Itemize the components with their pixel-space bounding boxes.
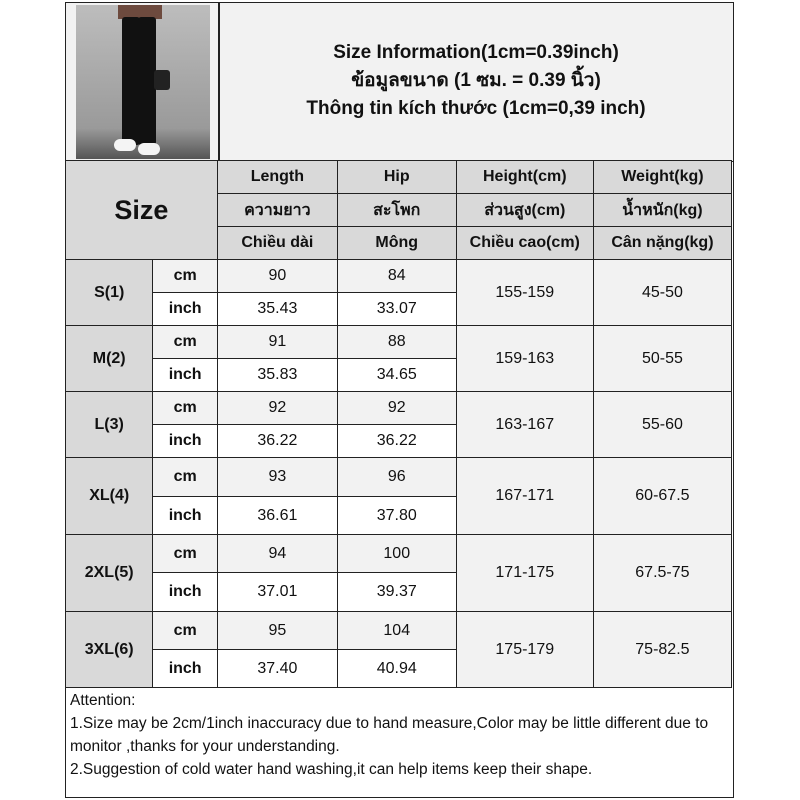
length-cm: 92	[216, 391, 338, 425]
weight-range: 60-67.5	[592, 457, 733, 535]
column-header: Hip	[336, 160, 457, 194]
chart-title: Size Information(1cm=0.39inch) ข้อมูลขนา…	[219, 39, 733, 123]
hip-inch: 34.65	[336, 358, 457, 392]
column-header: Cân nặng(kg)	[592, 226, 733, 260]
column-header: Chiều dài	[216, 226, 338, 260]
length-inch: 37.01	[216, 572, 338, 612]
unit-label: inch	[152, 496, 218, 535]
unit-label: cm	[152, 325, 218, 359]
hip-inch: 37.80	[336, 496, 457, 535]
length-inch: 35.43	[216, 292, 338, 326]
unit-label: inch	[152, 649, 218, 688]
weight-range: 67.5-75	[592, 534, 733, 612]
length-inch: 37.40	[216, 649, 338, 688]
weight-range: 55-60	[592, 391, 733, 458]
unit-label: inch	[152, 292, 218, 326]
column-header: Chiều cao(cm)	[455, 226, 594, 260]
height-range: 159-163	[455, 325, 594, 392]
hip-cm: 104	[336, 611, 457, 650]
column-header: ความยาว	[216, 193, 338, 227]
attention-note-2: 2.Suggestion of cold water hand washing,…	[70, 761, 593, 778]
size-chart: Size Information(1cm=0.39inch) ข้อมูลขนา…	[64, 2, 734, 798]
column-header: Height(cm)	[455, 160, 594, 194]
size-header: Size	[65, 160, 218, 260]
column-header: Weight(kg)	[592, 160, 733, 194]
size-label: M(2)	[64, 325, 154, 392]
hip-cm: 88	[336, 325, 457, 359]
attention-notes: Attention: 1.Size may be 2cm/1inch inacc…	[70, 689, 729, 781]
hip-inch: 40.94	[336, 649, 457, 688]
column-header: Mông	[336, 226, 457, 260]
height-range: 155-159	[455, 259, 594, 326]
column-header: น้ำหนัก(kg)	[592, 193, 733, 227]
height-range: 175-179	[455, 611, 594, 688]
unit-label: cm	[152, 611, 218, 650]
hip-cm: 84	[336, 259, 457, 293]
length-cm: 91	[216, 325, 338, 359]
weight-range: 50-55	[592, 325, 733, 392]
length-cm: 95	[216, 611, 338, 650]
length-inch: 35.83	[216, 358, 338, 392]
size-label: XL(4)	[64, 457, 154, 535]
size-label: 3XL(6)	[64, 611, 154, 688]
title-vietnamese: Thông tin kích thước (1cm=0,39 inch)	[306, 98, 646, 119]
unit-label: cm	[152, 534, 218, 573]
length-cm: 93	[216, 457, 338, 497]
hip-inch: 33.07	[336, 292, 457, 326]
unit-label: inch	[152, 358, 218, 392]
unit-label: inch	[152, 424, 218, 458]
column-header: Length	[216, 160, 338, 194]
height-range: 167-171	[455, 457, 594, 535]
attention-note-1: 1.Size may be 2cm/1inch inaccuracy due t…	[70, 715, 709, 755]
weight-range: 45-50	[592, 259, 733, 326]
length-cm: 90	[216, 259, 338, 293]
unit-label: cm	[152, 457, 218, 497]
hip-cm: 96	[336, 457, 457, 497]
weight-range: 75-82.5	[592, 611, 733, 688]
hip-inch: 39.37	[336, 572, 457, 612]
size-label: L(3)	[64, 391, 154, 458]
unit-label: cm	[152, 391, 218, 425]
title-thai: ข้อมูลขนาด (1 ซม. = 0.39 นิ้ว)	[351, 70, 601, 91]
hip-inch: 36.22	[336, 424, 457, 458]
length-inch: 36.22	[216, 424, 338, 458]
chart-header: Size Information(1cm=0.39inch) ข้อมูลขนา…	[66, 3, 733, 162]
hip-cm: 92	[336, 391, 457, 425]
hip-cm: 100	[336, 534, 457, 573]
unit-label: cm	[152, 259, 218, 293]
size-table: Size Length Hip Height(cm) Weight(kg) ความยาว…	[64, 160, 733, 688]
height-range: 163-167	[455, 391, 594, 458]
length-cm: 94	[216, 534, 338, 573]
product-photo	[76, 5, 210, 159]
unit-label: inch	[152, 572, 218, 612]
column-header: ส่วนสูง(cm)	[455, 193, 594, 227]
length-inch: 36.61	[216, 496, 338, 535]
column-header: สะโพก	[336, 193, 457, 227]
height-range: 171-175	[455, 534, 594, 612]
title-english: Size Information(1cm=0.39inch)	[333, 42, 619, 63]
size-label: S(1)	[64, 259, 154, 326]
size-label: 2XL(5)	[64, 534, 154, 612]
attention-heading: Attention:	[70, 692, 136, 709]
